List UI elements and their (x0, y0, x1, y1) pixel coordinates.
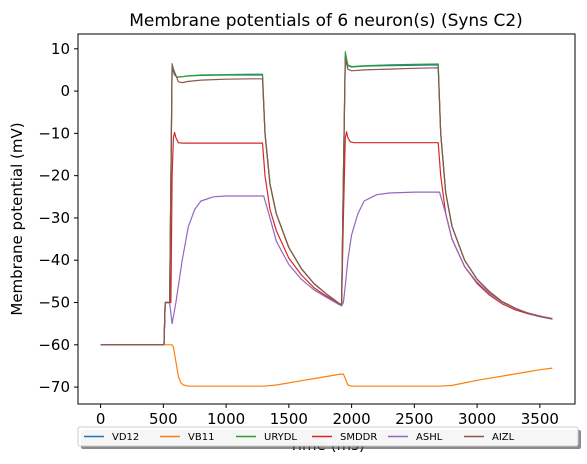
x-axis: 0 500 1000 1500 2000 2500 3000 3500 (96, 404, 559, 428)
series-line-vd12 (100, 55, 553, 346)
x-tick-label: 0 (96, 410, 106, 428)
chart-title: Membrane potentials of 6 neuron(s) (Syns… (129, 11, 523, 31)
y-tick-label: −60 (38, 336, 70, 354)
x-tick-label: 1500 (270, 410, 308, 428)
y-tick-label: −20 (38, 167, 70, 185)
legend-label-urydl: URYDL (264, 432, 297, 443)
x-tick-label: 3000 (458, 410, 496, 428)
legend-label-aizl: AIZL (492, 432, 515, 443)
y-axis: 10 0 −10 −20 −30 −40 −50 −60 −70 (38, 40, 78, 396)
legend-label-ashl: ASHL (416, 432, 443, 443)
legend-entries: VD12 VB11 URYDL SMDDR ASHL AIZL (84, 432, 515, 443)
y-tick-label: −10 (38, 124, 70, 142)
series-line-urydl (100, 51, 553, 346)
series-line-vb11 (100, 344, 553, 387)
x-tick-label: 2000 (333, 410, 371, 428)
legend-label-vb11: VB11 (188, 432, 214, 443)
series-line-aizl (100, 57, 553, 346)
legend-label-smddr: SMDDR (340, 432, 377, 443)
y-tick-label: −50 (38, 294, 70, 312)
plot-area (100, 51, 553, 387)
x-tick-label: 2500 (395, 410, 433, 428)
y-axis-label: Membrane potential (mV) (8, 122, 26, 315)
y-tick-label: 10 (51, 40, 70, 58)
x-tick-label: 3500 (521, 410, 559, 428)
x-tick-label: 500 (149, 410, 178, 428)
y-tick-label: −40 (38, 251, 70, 269)
series-line-smddr (100, 131, 553, 346)
x-tick-label: 1000 (207, 410, 245, 428)
axes-frame (77, 33, 576, 405)
legend: VD12 VB11 URYDL SMDDR ASHL AIZL (77, 426, 581, 449)
y-tick-label: −70 (38, 378, 70, 396)
legend-label-vd12: VD12 (112, 432, 139, 443)
y-tick-label: 0 (60, 82, 70, 100)
series-line-ashl (100, 191, 553, 346)
y-tick-label: −30 (38, 209, 70, 227)
